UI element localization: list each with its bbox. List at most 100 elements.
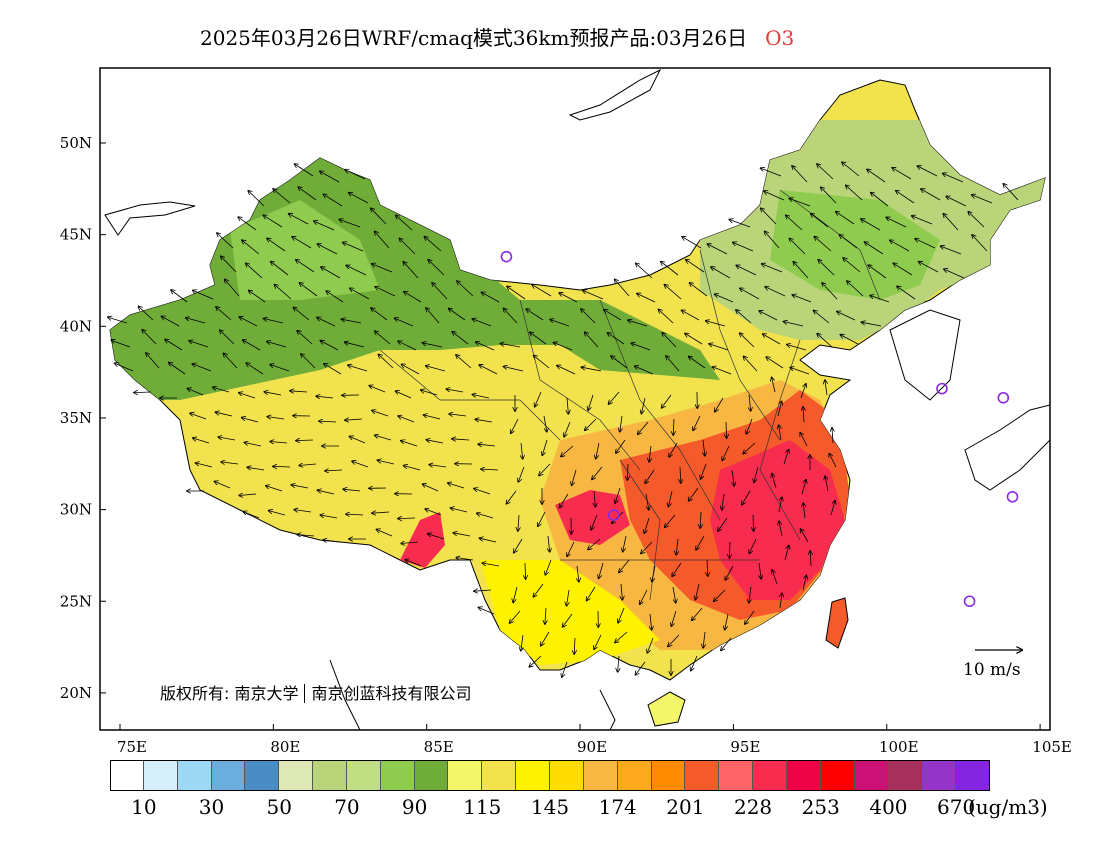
wind-arrow bbox=[297, 331, 313, 345]
wind-arrow bbox=[474, 489, 491, 495]
wind-arrow bbox=[591, 514, 598, 530]
colorbar-tick-label: 115 bbox=[463, 795, 502, 819]
wind-arrow bbox=[422, 343, 443, 348]
wind-arrow bbox=[375, 435, 392, 441]
wind-arrow bbox=[615, 631, 628, 643]
wind-arrow bbox=[264, 392, 282, 396]
wind-arrow bbox=[621, 583, 622, 600]
wind-arrow bbox=[346, 265, 367, 276]
wind-arrow bbox=[749, 394, 751, 411]
wind-arrow bbox=[637, 294, 656, 303]
wind-arrow bbox=[452, 439, 470, 440]
wind-arrow bbox=[481, 469, 499, 470]
wind-arrow bbox=[715, 397, 724, 412]
wind-arrow bbox=[404, 292, 422, 303]
wind-arrow bbox=[1003, 184, 1019, 201]
sichuan-crimson-hotspot bbox=[555, 490, 630, 545]
wind-arrow bbox=[542, 439, 548, 455]
wind-arrow bbox=[892, 168, 912, 180]
colorbar-cell bbox=[448, 760, 483, 791]
wind-arrow bbox=[840, 335, 859, 345]
wind-arrow bbox=[449, 309, 466, 321]
wind-arrow bbox=[217, 233, 234, 249]
wind-arrow bbox=[297, 535, 315, 537]
wind-arrow bbox=[511, 418, 519, 433]
wind-arrow bbox=[581, 309, 596, 324]
wind-arrow bbox=[319, 421, 337, 422]
colorbar-tick-label: 400 bbox=[869, 795, 908, 819]
province-boundaries bbox=[379, 189, 881, 601]
wind-arrow bbox=[870, 296, 890, 303]
india-coastline bbox=[329, 659, 361, 730]
wind-arrow bbox=[296, 260, 315, 273]
wind-arrow bbox=[525, 562, 526, 579]
wind-arrow bbox=[346, 514, 364, 515]
wind-arrow bbox=[780, 593, 782, 609]
wind-arrow bbox=[503, 308, 518, 324]
colorbar-tick-label: 70 bbox=[334, 795, 360, 819]
wind-arrow bbox=[239, 317, 258, 327]
monitoring-site bbox=[607, 509, 620, 521]
wind-arrow bbox=[398, 518, 416, 519]
wind-arrow bbox=[187, 388, 204, 396]
wind-arrow bbox=[446, 389, 464, 393]
wind-arrow bbox=[700, 511, 701, 528]
monitoring-site bbox=[936, 382, 948, 395]
wind-arrow bbox=[475, 419, 493, 423]
wind-arrow bbox=[583, 290, 604, 300]
wind-arrow bbox=[721, 637, 732, 650]
wind-arrow bbox=[968, 212, 985, 228]
wind-arrow bbox=[343, 242, 364, 252]
wind-arrow bbox=[323, 540, 341, 542]
wind-arrow bbox=[743, 356, 758, 372]
wind-arrow bbox=[403, 262, 419, 279]
hainan-island bbox=[647, 691, 686, 727]
colorbar-cell bbox=[719, 760, 754, 791]
wind-arrow bbox=[662, 394, 672, 408]
title-species: O3 bbox=[765, 26, 795, 50]
wind-arrow bbox=[171, 290, 188, 303]
wind-arrow bbox=[786, 215, 803, 231]
wind-arrow bbox=[449, 414, 467, 416]
wind-arrow bbox=[476, 342, 495, 351]
wind-arrow bbox=[559, 293, 578, 303]
wind-arrow bbox=[762, 264, 783, 273]
wind-arrow bbox=[298, 187, 317, 201]
wind-arrow bbox=[426, 308, 440, 324]
wind-arrow bbox=[371, 208, 387, 225]
wind-arrow bbox=[765, 287, 786, 297]
wind-arrow bbox=[218, 437, 236, 441]
colorbar-cell bbox=[922, 760, 957, 791]
taiwan-island bbox=[825, 597, 849, 649]
wind-arrow bbox=[746, 418, 753, 434]
wind-arrow bbox=[618, 607, 625, 623]
wind-arrow bbox=[789, 238, 806, 255]
wind-arrow bbox=[946, 196, 967, 207]
wind-arrow bbox=[513, 586, 518, 603]
colorbar-cell bbox=[313, 760, 347, 791]
wind-arrow bbox=[532, 285, 552, 297]
wind-arrow bbox=[348, 365, 368, 372]
western-green-zone bbox=[110, 150, 720, 400]
wind-arrow bbox=[607, 333, 625, 345]
north-green-zone bbox=[230, 200, 380, 300]
wind-arrow bbox=[917, 166, 938, 177]
wind-arrow bbox=[641, 541, 653, 554]
wind-arrow bbox=[535, 391, 542, 407]
wind-arrow bbox=[871, 193, 889, 207]
wind-arrow bbox=[243, 340, 261, 351]
wind-arrow bbox=[378, 354, 394, 369]
wind-arrow bbox=[693, 415, 701, 430]
wind-arrow bbox=[507, 286, 526, 300]
wind-arrow bbox=[324, 364, 342, 375]
wind-arrow bbox=[451, 508, 468, 513]
wind-arrow bbox=[243, 512, 260, 519]
wind-arrow bbox=[594, 634, 602, 649]
wind-arrow bbox=[196, 463, 213, 468]
wind-arrow bbox=[685, 333, 703, 345]
wind-arrow bbox=[886, 217, 907, 228]
wind-arrow bbox=[802, 575, 806, 591]
wind-arrow bbox=[669, 442, 678, 457]
colorbar-cell bbox=[414, 760, 449, 791]
colorbar-cell bbox=[854, 760, 889, 791]
